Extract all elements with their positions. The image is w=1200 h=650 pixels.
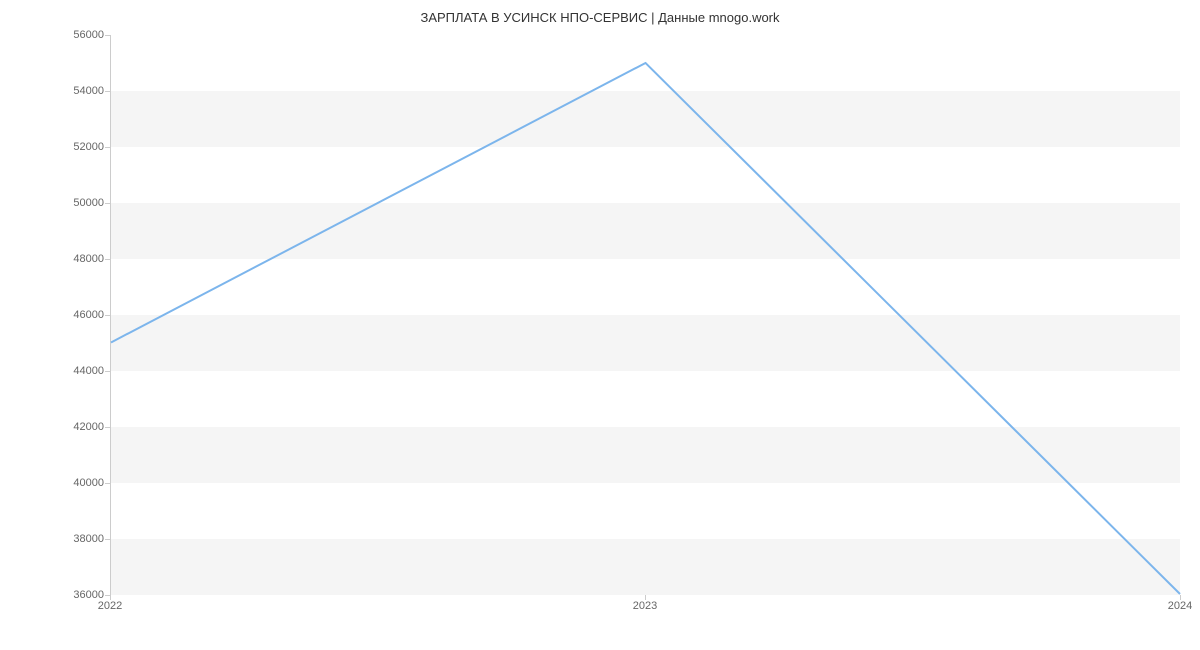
y-axis-label: 44000: [73, 365, 104, 377]
x-tick-mark: [110, 595, 111, 600]
x-axis-label: 2022: [98, 600, 122, 612]
y-tick-mark: [105, 539, 110, 540]
plot-area: [110, 35, 1180, 595]
y-axis-label: 46000: [73, 309, 104, 321]
y-axis-label: 56000: [73, 29, 104, 41]
line-series: [111, 35, 1180, 594]
y-tick-mark: [105, 147, 110, 148]
x-tick-mark: [1180, 595, 1181, 600]
y-axis-label: 38000: [73, 533, 104, 545]
x-tick-mark: [645, 595, 646, 600]
x-axis-label: 2024: [1168, 600, 1192, 612]
y-axis-label: 52000: [73, 141, 104, 153]
y-tick-mark: [105, 259, 110, 260]
y-tick-mark: [105, 91, 110, 92]
y-axis-label: 42000: [73, 421, 104, 433]
y-axis-label: 40000: [73, 477, 104, 489]
y-axis-label: 48000: [73, 253, 104, 265]
y-tick-mark: [105, 371, 110, 372]
y-tick-mark: [105, 35, 110, 36]
chart-title: ЗАРПЛАТА В УСИНСК НПО-СЕРВИС | Данные mn…: [0, 10, 1200, 25]
y-tick-mark: [105, 427, 110, 428]
y-axis-label: 54000: [73, 85, 104, 97]
y-tick-mark: [105, 483, 110, 484]
salary-chart: ЗАРПЛАТА В УСИНСК НПО-СЕРВИС | Данные mn…: [0, 0, 1200, 650]
series-line: [111, 63, 1180, 594]
y-tick-mark: [105, 203, 110, 204]
y-axis-label: 50000: [73, 197, 104, 209]
x-axis-label: 2023: [633, 600, 657, 612]
y-tick-mark: [105, 315, 110, 316]
